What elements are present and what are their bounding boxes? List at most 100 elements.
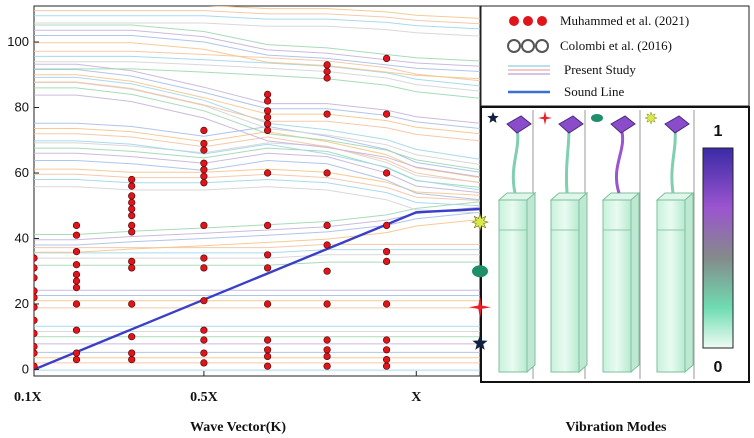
present-study-line — [34, 15, 480, 30]
present-study-line — [34, 219, 480, 253]
data-point — [128, 356, 136, 364]
data-point — [264, 346, 272, 354]
present-study-line — [34, 211, 480, 246]
mode-pillars — [487, 111, 695, 374]
present-study-line — [34, 186, 480, 214]
present-study-line — [34, 29, 480, 67]
data-point — [200, 359, 208, 367]
data-point — [323, 241, 331, 249]
data-point — [128, 228, 136, 236]
data-point — [128, 333, 136, 341]
present-study-line — [34, 50, 480, 82]
y-tick-label: 20 — [15, 296, 29, 311]
data-point — [72, 284, 81, 292]
data-point — [264, 300, 272, 308]
present-study-line — [34, 10, 480, 25]
data-point — [264, 90, 272, 98]
data-point — [128, 182, 136, 190]
data-point — [264, 97, 272, 105]
data-point — [34, 342, 38, 351]
data-point — [72, 356, 81, 364]
present-study-line — [34, 55, 480, 87]
y-tick-label: 40 — [15, 230, 29, 245]
data-point — [128, 192, 136, 200]
present-study-line — [34, 142, 480, 183]
x-axis-label: Wave Vector(K) — [190, 420, 286, 435]
present-study-line — [34, 178, 480, 207]
data-point — [264, 336, 272, 344]
legend-marker-colombi — [507, 39, 549, 53]
present-study-line — [34, 147, 480, 188]
legend-marker-present — [508, 65, 550, 75]
legend-label-muhammed: Muhammed et al. (2021) — [560, 13, 689, 28]
colorbar-min-label: 0 — [714, 359, 723, 376]
data-point — [72, 300, 81, 308]
present-study-line — [34, 94, 480, 178]
y-tick-label: 0 — [22, 361, 29, 376]
present-study-line — [34, 24, 480, 62]
data-point — [34, 254, 38, 262]
data-point — [72, 270, 81, 279]
data-point — [264, 113, 272, 121]
present-study-line — [34, 159, 480, 201]
data-point — [323, 336, 331, 344]
data-point — [383, 54, 391, 63]
present-study-line — [34, 22, 480, 37]
data-point — [128, 300, 136, 308]
data-point — [34, 264, 38, 272]
data-point — [34, 362, 38, 370]
data-point — [34, 274, 38, 282]
present-study-line — [207, 6, 480, 19]
y-axis: 0 20 40 60 80 100 — [7, 34, 39, 376]
data-point — [200, 264, 208, 272]
data-point — [128, 212, 136, 220]
x-axis: 0.1X 0.5X X — [14, 371, 421, 405]
y-tick-label: 80 — [15, 100, 29, 115]
data-point — [200, 254, 208, 262]
data-point — [200, 172, 208, 180]
data-point — [200, 297, 208, 305]
data-point — [34, 293, 38, 301]
data-point — [323, 300, 331, 308]
mode-marker — [471, 213, 489, 232]
vibration-modes-inset: 1 0 — [480, 106, 750, 383]
legend-label-colombi: Colombi et al. (2016) — [560, 38, 672, 53]
data-point — [200, 159, 208, 167]
data-point — [128, 349, 136, 357]
present-study-line — [34, 61, 480, 92]
data-point — [323, 61, 331, 69]
mode-marker — [472, 265, 488, 278]
data-point — [34, 287, 38, 295]
y-tick-label: 60 — [15, 165, 29, 180]
data-point — [200, 179, 208, 187]
data-point — [383, 221, 391, 229]
legend: Muhammed et al. (2021) Colombi et al. (2… — [480, 5, 750, 107]
data-point — [72, 349, 81, 357]
x-tick-label: 0.5X — [190, 390, 218, 405]
data-point — [323, 169, 331, 177]
colorbar-max-label: 1 — [714, 123, 723, 140]
data-point — [264, 264, 272, 272]
present-study-line — [34, 68, 480, 99]
data-point — [323, 346, 331, 354]
legend-label-present: Present Study — [564, 62, 636, 77]
mode-markers — [469, 213, 491, 350]
data-point — [128, 205, 136, 213]
data-point — [200, 349, 208, 357]
data-point — [323, 74, 331, 82]
data-point — [323, 110, 331, 118]
data-point — [128, 198, 136, 207]
mode-marker — [472, 335, 488, 350]
data-point — [128, 221, 136, 229]
data-point — [200, 139, 208, 148]
data-point — [383, 346, 391, 354]
mode-pillar-4 — [644, 111, 695, 374]
mode-pillar-1 — [487, 112, 537, 374]
muhammed-2021-points — [34, 54, 391, 370]
present-study-line — [34, 140, 480, 191]
data-point — [200, 146, 208, 154]
data-point — [72, 326, 81, 334]
present-study-line — [34, 152, 480, 194]
data-point — [264, 221, 272, 229]
legend-marker-muhammed — [509, 16, 547, 26]
